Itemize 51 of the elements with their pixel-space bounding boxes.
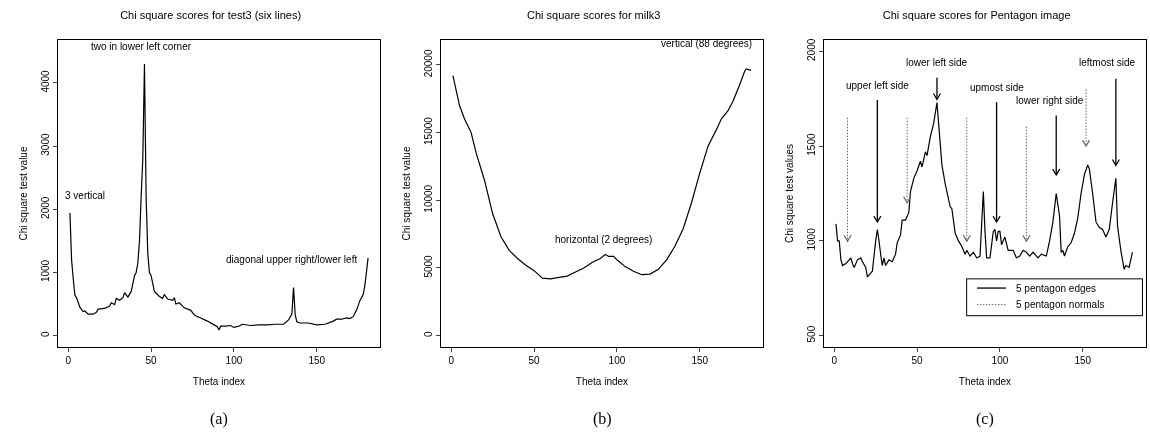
annotation: lower right side	[1016, 95, 1084, 106]
y-tick-label: 1500	[806, 133, 817, 156]
text: (c)	[976, 410, 994, 428]
y-tick-label: 1000	[40, 259, 51, 283]
y-tick-label: 5000	[423, 254, 434, 278]
y-tick-label: 1000	[806, 227, 817, 251]
annotation: lower left side	[906, 57, 968, 68]
x-tick-label: 150	[308, 355, 326, 366]
x-axis-title: Theta index	[958, 375, 1012, 387]
x-tick-label: 100	[225, 355, 243, 366]
annotation: diagonal upper right/lower left	[226, 254, 358, 265]
annotation: two in lower left corner	[91, 41, 192, 52]
x-tick-label: 0	[448, 355, 455, 366]
y-tick-label: 15000	[423, 116, 434, 145]
x-tick-label: 0	[831, 355, 838, 366]
y-tick-label: 3000	[40, 133, 51, 156]
x-axis-title: Theta index	[575, 375, 629, 387]
annotation: 3 vertical	[65, 190, 106, 201]
x-tick-label: 100	[608, 355, 626, 366]
y-axis-title: Chi square test value	[18, 146, 29, 241]
y-axis-title: Chi square test values	[784, 144, 795, 243]
x-tick-label: 150	[691, 355, 709, 366]
y-tick-label: 10000	[423, 184, 434, 213]
annotation: upper left side	[846, 80, 910, 91]
x-tick-label: 150	[1074, 355, 1092, 366]
annotation: horizontal (2 degrees)	[555, 234, 653, 245]
y-tick-label: 0	[40, 330, 51, 337]
x-tick-label: 50	[911, 355, 924, 366]
annotation: 5 pentagon normals	[1016, 299, 1105, 310]
y-tick-label: 20000	[423, 49, 434, 78]
line-series	[452, 68, 752, 280]
x-tick-label: 50	[145, 355, 158, 366]
chart-title: Chi square scores for Pentagon image	[882, 8, 1071, 21]
x-tick-label: 50	[528, 355, 541, 366]
x-axis-title: Theta index	[192, 375, 246, 387]
chart-title: Chi square scores for test3 (six lines)	[120, 8, 302, 21]
annotation: leftmost side	[1079, 57, 1136, 68]
line-series	[69, 63, 369, 331]
y-tick-label: 2000	[806, 38, 817, 61]
y-tick-label: 4000	[40, 69, 51, 93]
y-tick-label: 2000	[40, 196, 51, 219]
text: (b)	[593, 410, 612, 428]
x-tick-label: 0	[65, 355, 72, 366]
annotation: 5 pentagon edges	[1016, 283, 1097, 294]
y-tick-label: 500	[806, 325, 817, 343]
annotation: upmost side	[970, 82, 1025, 93]
x-tick-label: 100	[991, 355, 1009, 366]
y-axis-title: Chi square test value	[401, 146, 412, 241]
chart-title: Chi square scores for milk3	[527, 8, 661, 21]
text: (a)	[210, 410, 228, 428]
y-tick-label: 0	[423, 330, 434, 337]
